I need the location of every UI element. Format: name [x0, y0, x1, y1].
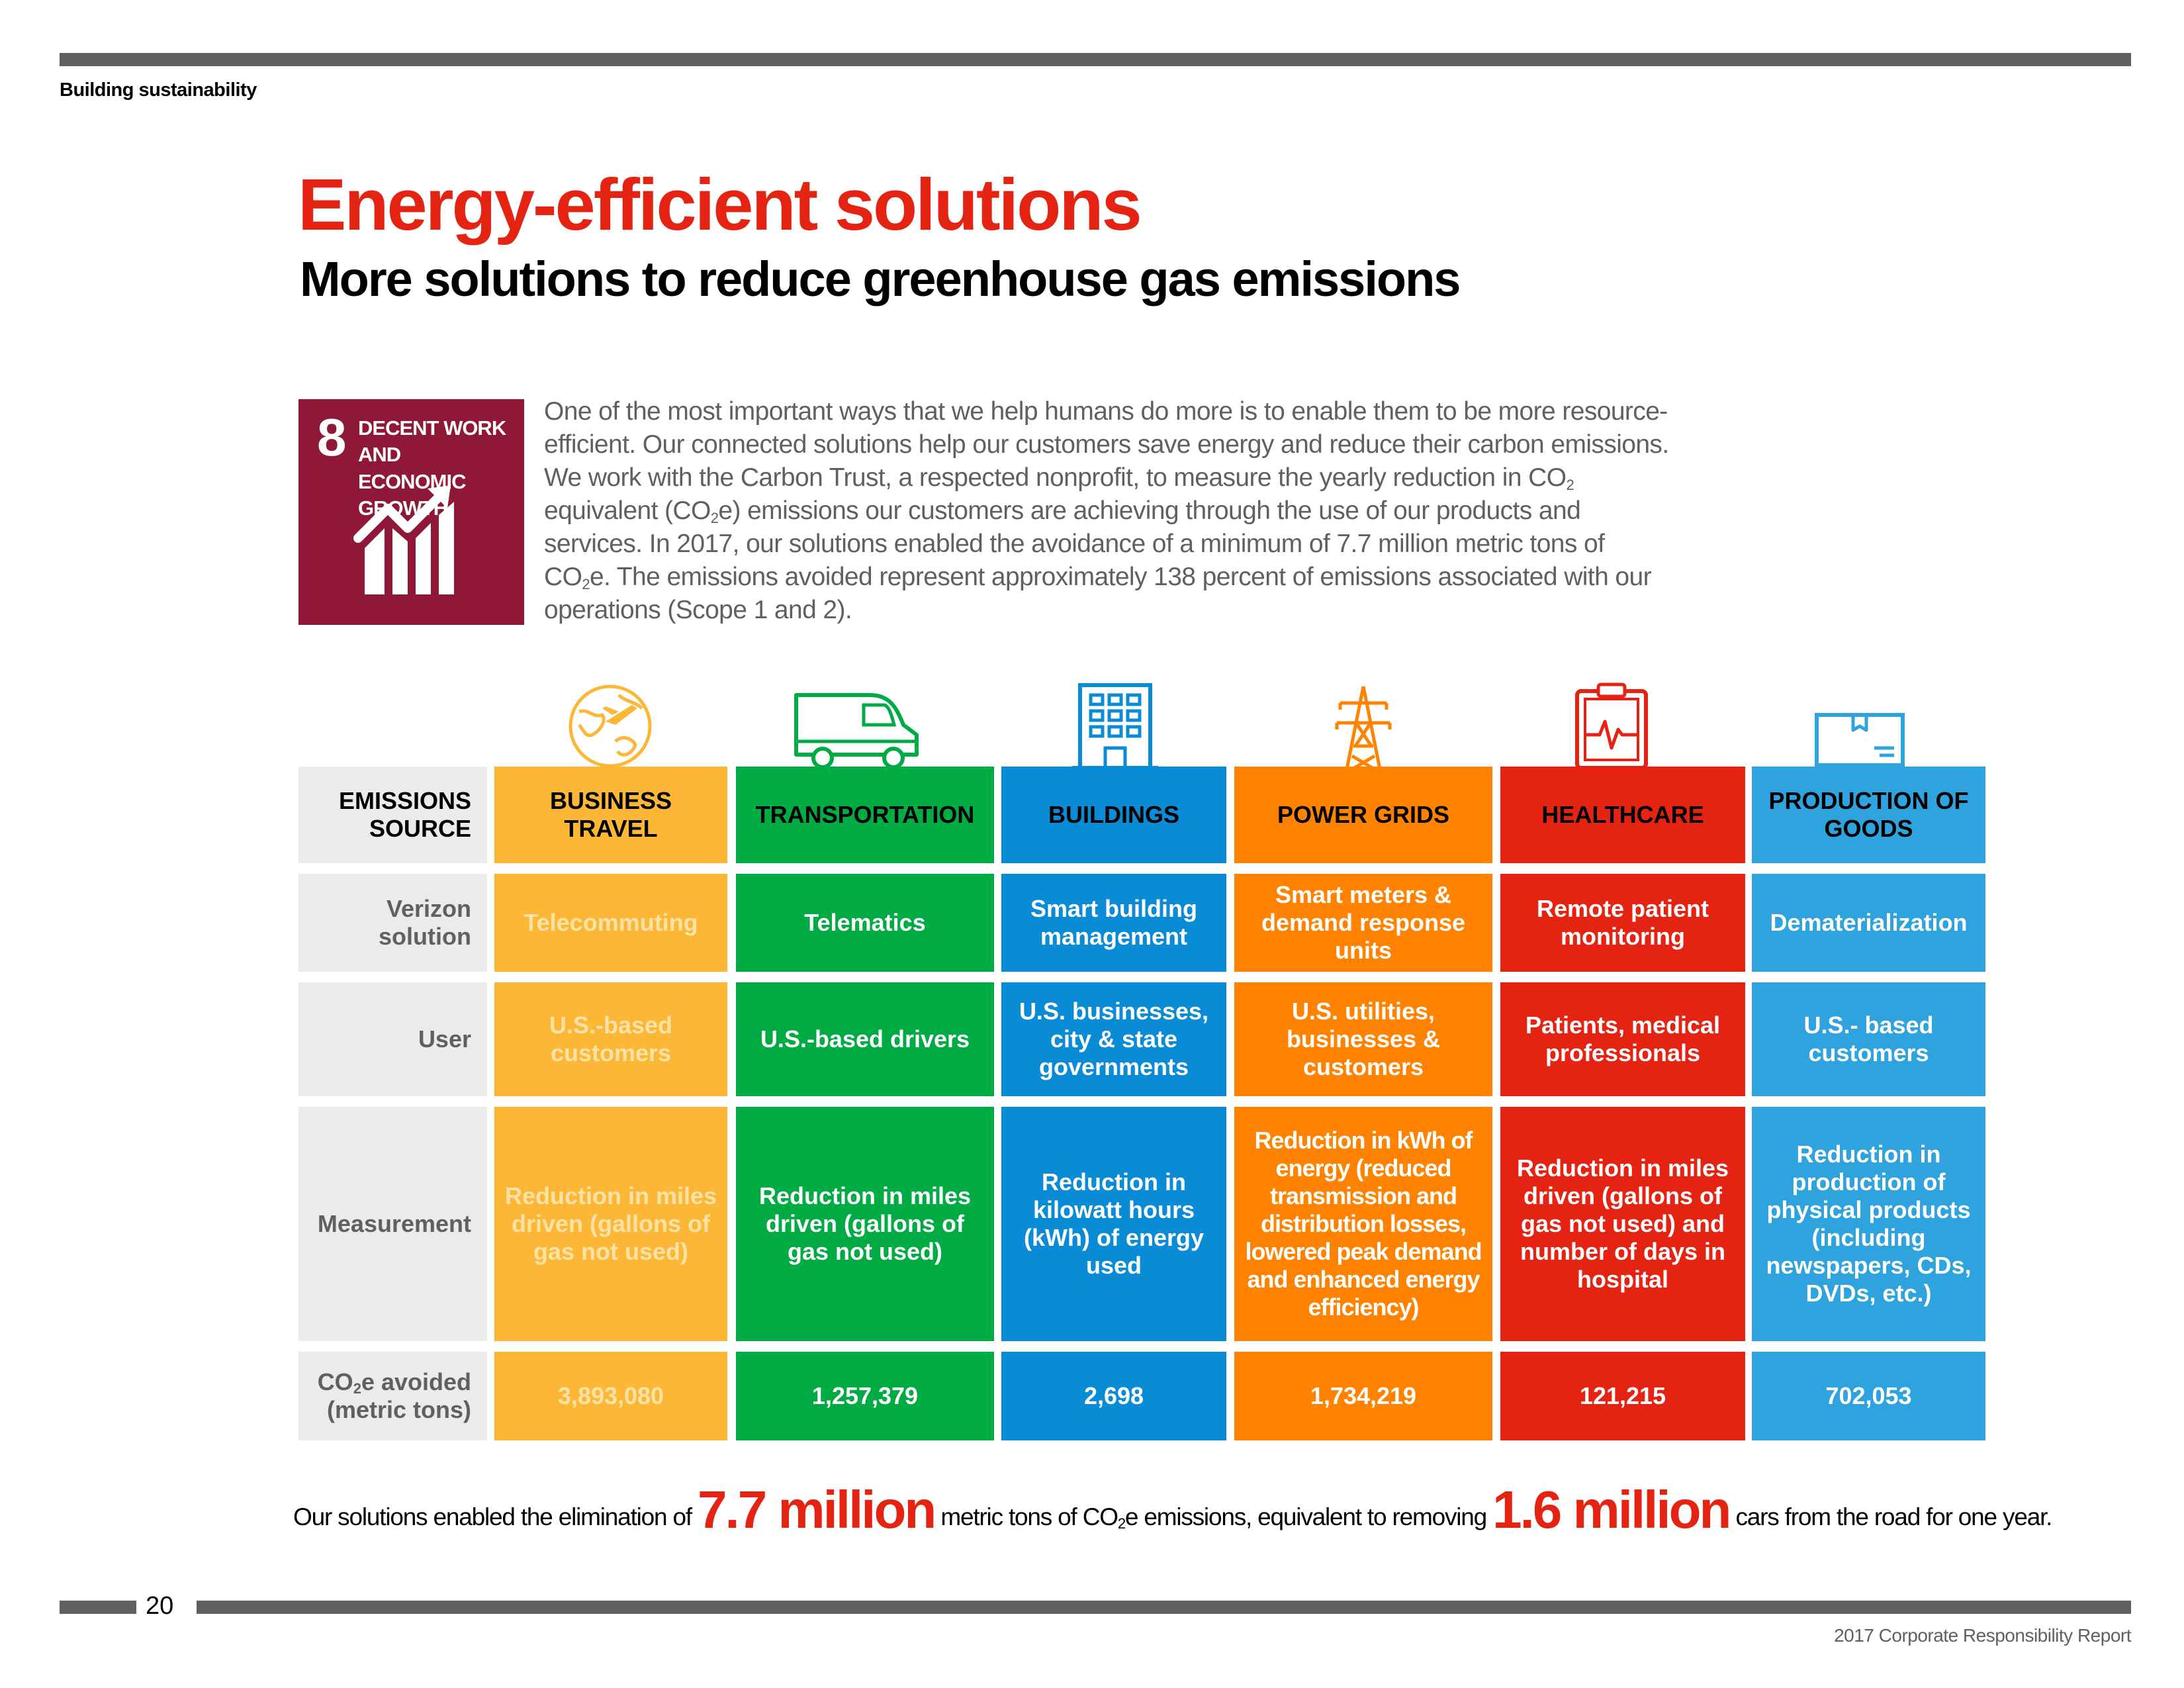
- cell-user-power-grids: U.S. utilities, businesses & customers: [1234, 982, 1492, 1096]
- globe-airplane-icon: [569, 684, 652, 768]
- cell-solution-healthcare: Remote patient monitoring: [1500, 874, 1745, 972]
- cell-co2-transportation: 1,257,379: [736, 1352, 994, 1440]
- cell-co2-power-grids: 1,734,219: [1234, 1352, 1492, 1440]
- cell-user-production-of-goods: U.S.- based customers: [1752, 982, 1985, 1096]
- cell-solution-production-of-goods: Dematerialization: [1752, 874, 1985, 972]
- cell-measurement-power-grids: Reduction in kWh of energy (reduced tran…: [1234, 1107, 1492, 1341]
- emissions-source-header: EMISSIONS SOURCE: [298, 767, 487, 863]
- cell-solution-power-grids: Smart meters & demand response units: [1234, 874, 1492, 972]
- bottom-rule-right: [197, 1601, 2131, 1614]
- cell-co2-healthcare: 121,215: [1500, 1352, 1745, 1440]
- sdg-badge: 8 DECENT WORK AND ECONOMIC GROWTH: [298, 399, 524, 625]
- page-title: Energy-efficient solutions: [298, 164, 1142, 246]
- page-subtitle: More solutions to reduce greenhouse gas …: [300, 252, 1461, 306]
- report-name: 2017 Corporate Responsibility Report: [1834, 1625, 2131, 1646]
- cell-co2-business-travel: 3,893,080: [494, 1352, 727, 1440]
- cell-measurement-buildings: Reduction in kilowatt hours (kWh) of ene…: [1001, 1107, 1226, 1341]
- clipboard-heartbeat-icon: [1575, 682, 1648, 770]
- page-number: 20: [146, 1592, 174, 1620]
- row-label-solution: Verizon solution: [298, 874, 487, 972]
- highlight-1-6-million: 1.6 million: [1492, 1480, 1731, 1539]
- cell-solution-business-travel: Telecommuting: [494, 874, 727, 972]
- delivery-van-icon: [794, 693, 919, 769]
- row-label-measurement: Measurement: [298, 1107, 487, 1341]
- cell-solution-buildings: Smart building management: [1001, 874, 1226, 972]
- cell-measurement-business-travel: Reduction in miles driven (gallons of ga…: [494, 1107, 727, 1341]
- cell-measurement-transportation: Reduction in miles driven (gallons of ga…: [736, 1107, 994, 1341]
- section-label: Building sustainability: [60, 79, 257, 101]
- cell-measurement-healthcare: Reduction in miles driven (gallons of ga…: [1500, 1107, 1745, 1341]
- cell-co2-production-of-goods: 702,053: [1752, 1352, 1985, 1440]
- sdg-label: DECENT WORK AND ECONOMIC GROWTH: [358, 416, 506, 520]
- col-header-production-of-goods: PRODUCTION OF GOODS: [1752, 767, 1985, 863]
- col-header-power-grids: POWER GRIDS: [1234, 767, 1492, 863]
- power-tower-icon: [1335, 686, 1392, 771]
- sdg-number: 8: [317, 408, 347, 467]
- row-label-user: User: [298, 982, 487, 1096]
- col-header-transportation: TRANSPORTATION: [736, 767, 994, 863]
- cell-co2-buildings: 2,698: [1001, 1352, 1226, 1440]
- office-building-icon: [1072, 683, 1158, 770]
- col-header-business-travel: BUSINESS TRAVEL: [494, 767, 727, 863]
- top-rule: [60, 53, 2131, 66]
- summary-statement: Our solutions enabled the elimination of…: [293, 1480, 2052, 1539]
- package-box-icon: [1815, 713, 1905, 767]
- cell-user-business-travel: U.S.-based customers: [494, 982, 727, 1096]
- growth-chart-icon: [353, 485, 454, 594]
- highlight-7-7-million: 7.7 million: [698, 1480, 936, 1539]
- bottom-rule-left: [60, 1601, 136, 1614]
- col-header-buildings: BUILDINGS: [1001, 767, 1226, 863]
- cell-measurement-production-of-goods: Reduction in production of physical prod…: [1752, 1107, 1985, 1341]
- cell-solution-transportation: Telematics: [736, 874, 994, 972]
- cell-user-buildings: U.S. businesses, city & state government…: [1001, 982, 1226, 1096]
- intro-paragraph: One of the most important ways that we h…: [544, 397, 1669, 624]
- cell-user-healthcare: Patients, medical professionals: [1500, 982, 1745, 1096]
- cell-user-transportation: U.S.-based drivers: [736, 982, 994, 1096]
- col-header-healthcare: HEALTHCARE: [1500, 767, 1745, 863]
- row-label-co2: CO2e avoided (metric tons): [298, 1352, 487, 1440]
